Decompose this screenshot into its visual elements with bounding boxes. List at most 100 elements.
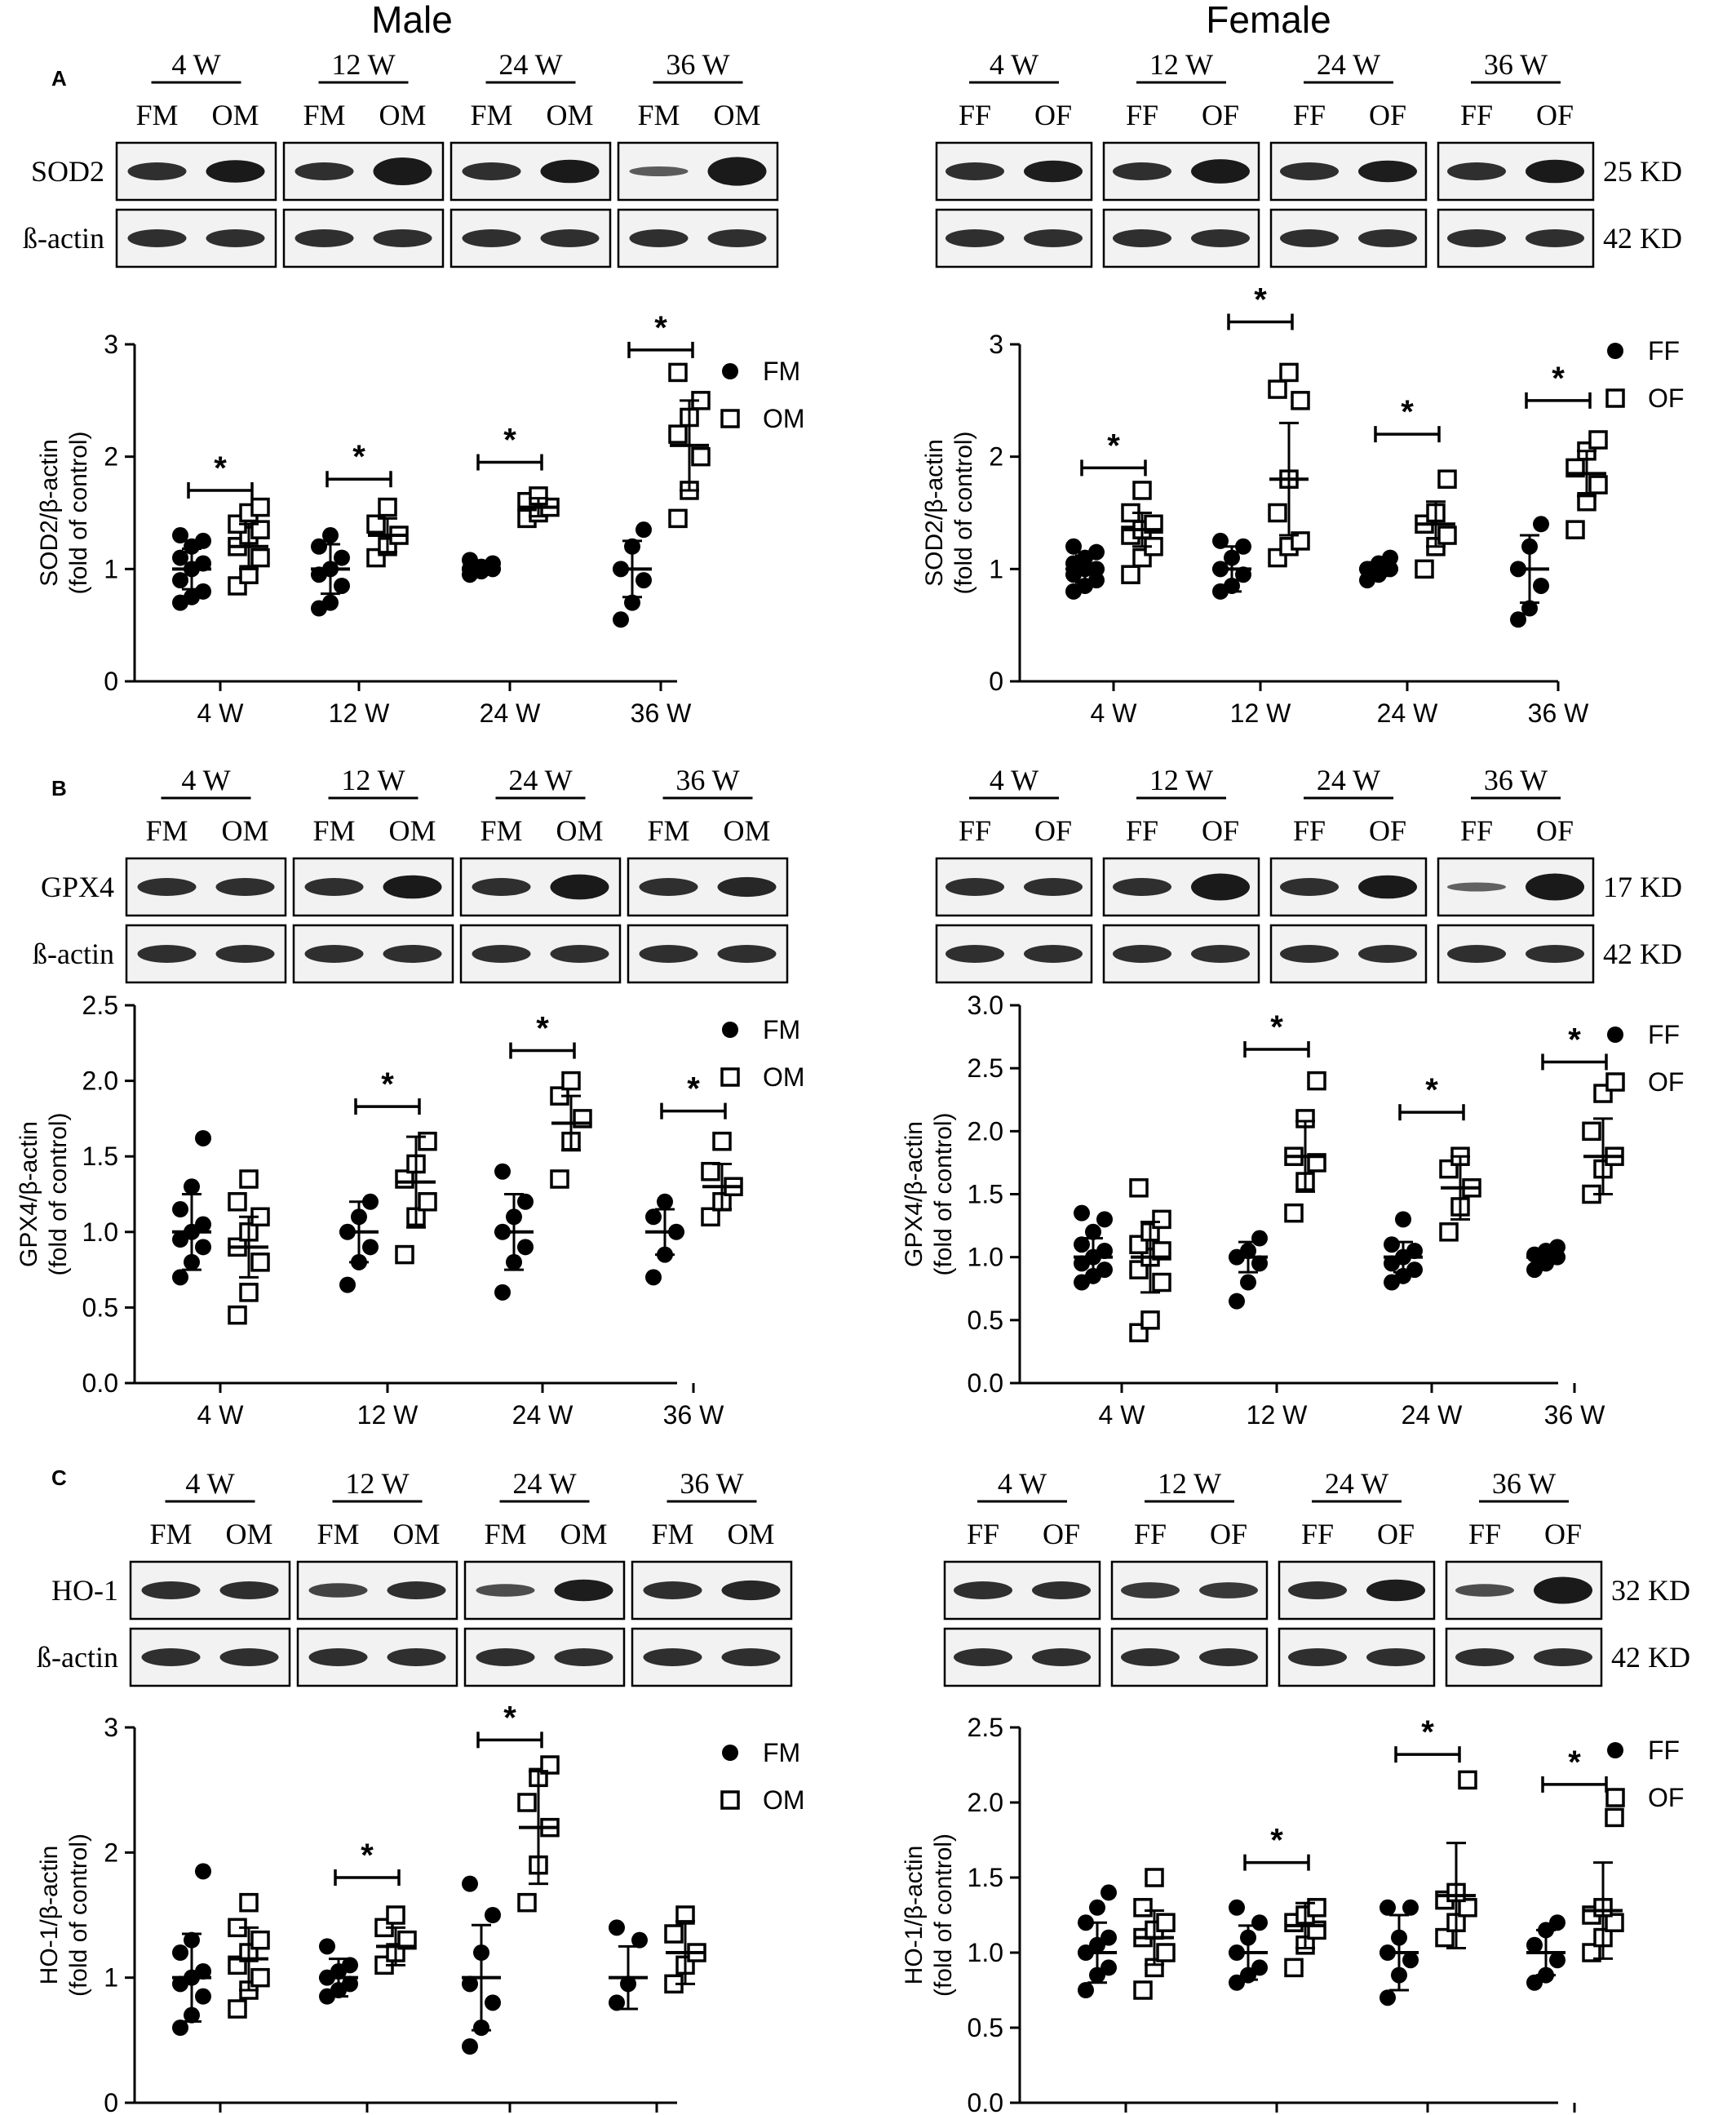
loading-band — [141, 1648, 201, 1666]
legend-label: OF — [1648, 1067, 1684, 1097]
y-tick-label: 1.0 — [968, 1243, 1003, 1272]
data-point — [339, 1276, 356, 1293]
protein-kd-label: 32 KD — [1611, 1574, 1690, 1607]
data-point — [485, 1994, 501, 2011]
loading-band — [1534, 1648, 1592, 1666]
y-tick-label: 0.0 — [968, 2088, 1003, 2115]
blot-group-label: FM — [637, 99, 680, 131]
data-point — [1096, 1211, 1113, 1228]
blot-group-label: OM — [221, 814, 268, 847]
blot-timepoint-label: 4 W — [171, 48, 220, 81]
data-point — [342, 1957, 358, 1974]
loading-row-label: ß-actin — [23, 222, 104, 255]
data-point — [1074, 1204, 1090, 1222]
loading-band — [373, 229, 432, 247]
series-ff — [1078, 1884, 1566, 2006]
data-point — [184, 1178, 200, 1195]
data-point — [239, 1169, 259, 1189]
data-point — [228, 1999, 247, 2019]
blot-timepoint-label: 36 W — [680, 1467, 743, 1500]
data-point — [239, 1892, 259, 1913]
left-blot-panel-a: 4 W FM OM SOD2 ß-actin 12 W FM OM 24 W FM OM 36 W FM… — [23, 48, 779, 268]
data-point — [701, 1207, 720, 1227]
data-point — [250, 520, 270, 539]
y-tick-label: 1.0 — [968, 1938, 1003, 1967]
loading-band — [127, 229, 187, 247]
significance-star: * — [214, 450, 227, 486]
blot-group-label: OM — [723, 814, 770, 847]
data-point — [1235, 538, 1251, 555]
data-point — [172, 1944, 188, 1961]
data-point — [1437, 469, 1457, 489]
loading-band — [1113, 229, 1171, 247]
blot-timepoint-label: 12 W — [1158, 1467, 1221, 1500]
loading-band — [554, 1648, 613, 1666]
data-point — [418, 1192, 437, 1212]
data-point — [1065, 538, 1082, 555]
loading-band — [1121, 1648, 1180, 1666]
protein-row-label: GPX4 — [41, 871, 114, 903]
y-axis-label: SOD2/β-actin — [36, 439, 63, 587]
y-axis-label-unit: (fold of control) — [950, 431, 977, 594]
series-om — [228, 362, 711, 596]
significance-star: * — [503, 1700, 516, 1736]
data-point — [228, 1192, 247, 1212]
legend-marker-filled — [1607, 1026, 1623, 1043]
protein-band — [1199, 1582, 1258, 1598]
protein-band — [1526, 159, 1584, 184]
loading-band — [137, 945, 197, 963]
protein-band — [476, 1584, 535, 1597]
protein-band — [141, 1581, 201, 1599]
blot-group-label: OF — [1034, 814, 1072, 847]
loading-kd-label: 42 KD — [1611, 1641, 1690, 1674]
data-point — [1152, 1209, 1171, 1230]
data-point — [1100, 1929, 1117, 1946]
data-point — [1140, 1310, 1160, 1330]
blot-group-label: FM — [135, 99, 178, 131]
protein-band — [721, 1580, 781, 1601]
loading-band — [639, 945, 698, 963]
panel-letter: C — [51, 1465, 67, 1490]
data-point — [362, 1193, 379, 1210]
left-blot-panel-b: 4 W FM OM GPX4 ß-actin 12 W FM OM 24 W FM OM 36 W FM… — [33, 764, 789, 984]
significance-star: * — [536, 1011, 549, 1047]
series-ff — [1074, 1204, 1566, 1310]
significance-star: * — [361, 1838, 374, 1873]
data-point — [1156, 1943, 1176, 1962]
legend-label: FF — [1648, 1020, 1680, 1049]
blot-timepoint-label: 24 W — [512, 1467, 576, 1500]
protein-band — [1288, 1581, 1347, 1599]
y-tick-label: 1.5 — [82, 1142, 118, 1171]
y-axis-label-unit: (fold of control) — [65, 431, 92, 594]
protein-band — [1447, 882, 1506, 892]
data-point — [250, 1253, 270, 1272]
protein-band — [1455, 1584, 1514, 1597]
blot-timepoint-label: 4 W — [990, 764, 1038, 796]
y-tick-label: 2 — [104, 442, 118, 472]
data-point — [1212, 532, 1229, 549]
protein-band — [294, 162, 354, 180]
data-point — [195, 1129, 211, 1146]
data-point — [1291, 391, 1310, 410]
data-point — [1395, 1211, 1411, 1228]
y-axis-label-unit: (fold of control) — [930, 1833, 957, 1997]
blot-timepoint-label: 4 W — [990, 48, 1038, 81]
data-point — [1291, 531, 1310, 551]
significance-star: * — [1552, 361, 1565, 397]
data-point — [517, 1793, 537, 1812]
loading-band — [1526, 945, 1584, 963]
protein-band — [1280, 878, 1339, 896]
data-point — [1088, 572, 1105, 589]
blot-group-label: FF — [1468, 1518, 1501, 1550]
data-point — [701, 1161, 720, 1182]
loading-band — [721, 1648, 781, 1666]
male-column-title: Male — [371, 0, 453, 41]
legend-label: OM — [763, 404, 805, 433]
blot-timepoint-label: 4 W — [185, 1467, 234, 1500]
left-blot-panel-c: 4 W FM OM HO-1 ß-actin 12 W FM OM 24 W FM OM 36 W FM… — [37, 1467, 793, 1687]
significance-star: * — [1425, 1072, 1438, 1108]
series-fm — [172, 1863, 648, 2055]
x-tick-label: 12 W — [1247, 1400, 1308, 1430]
blot-group-label: OF — [1369, 814, 1406, 847]
